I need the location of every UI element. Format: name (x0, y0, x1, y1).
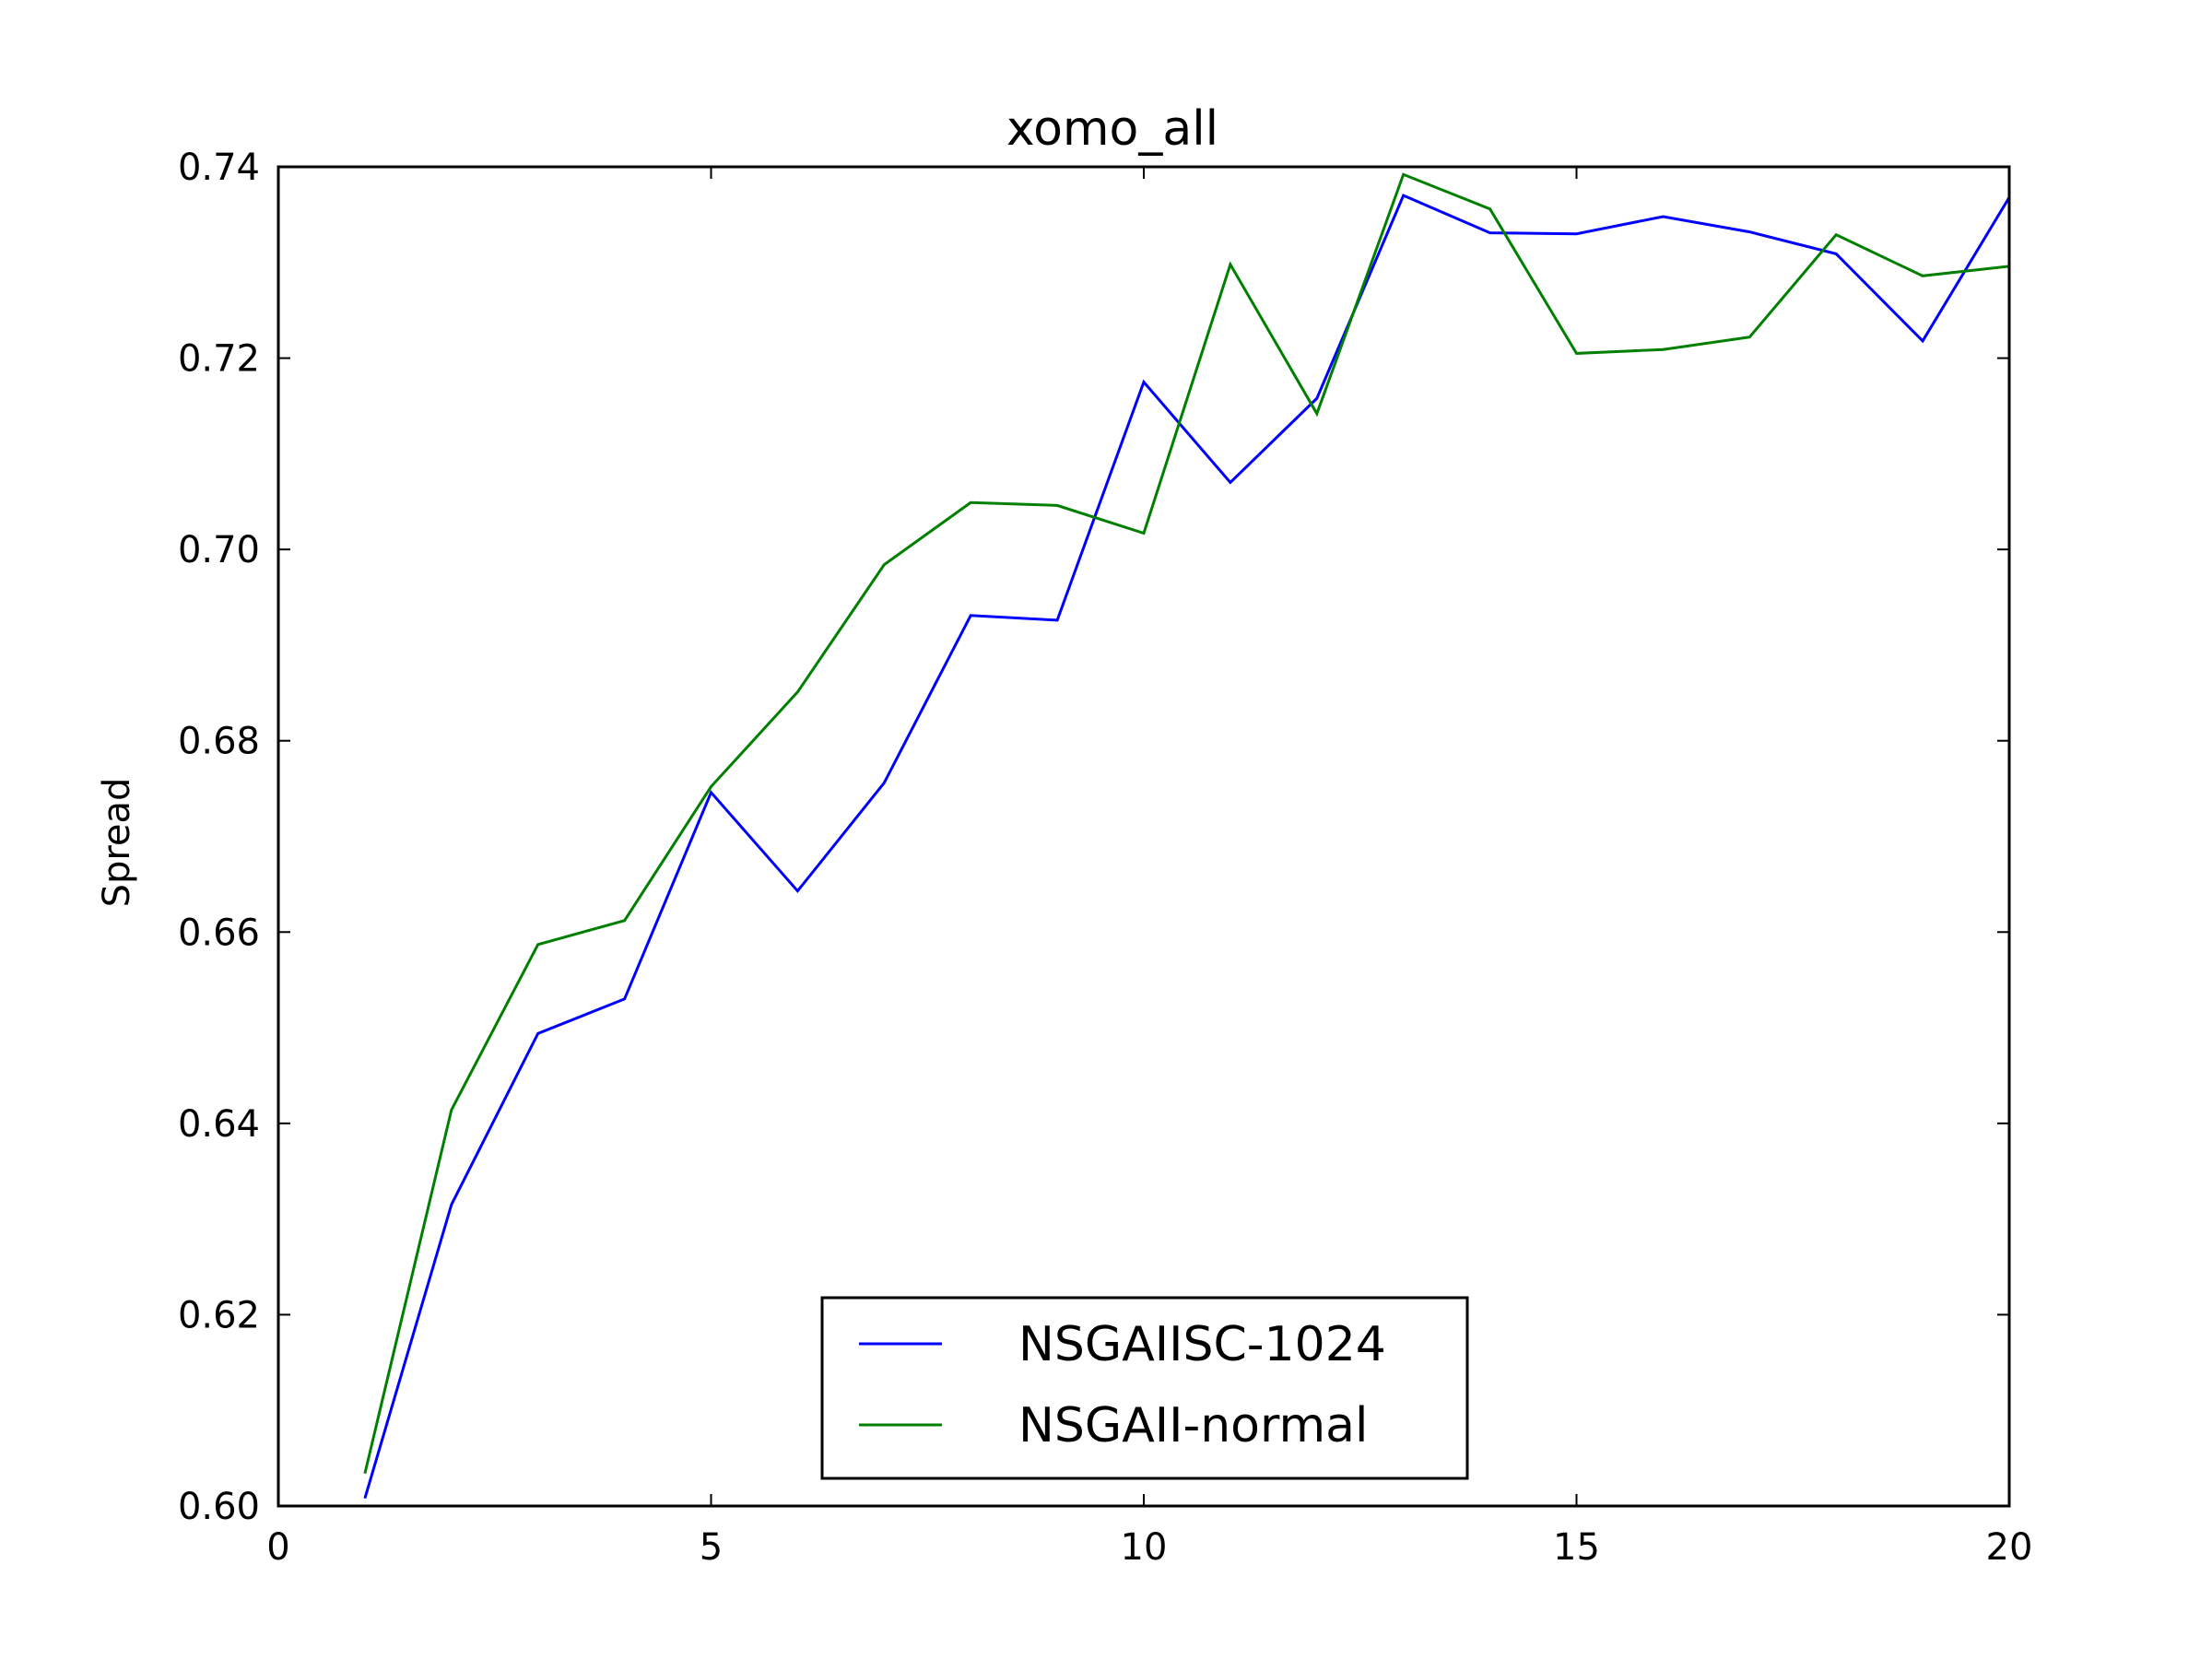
x-tick-label: 20 (1986, 1526, 2033, 1569)
y-axis-label: Spread (96, 778, 138, 908)
y-tick-label: 0.70 (178, 529, 260, 571)
axis-ticks: 0 5 10 15 20 0.60 0.62 0.64 0.66 0.68 0.70 0.72 0.74 (178, 147, 2033, 1569)
x-tick-label: 5 (700, 1526, 723, 1569)
series-line-1 (363, 194, 2011, 1500)
plot-frame (276, 165, 2011, 1508)
y-tick-label: 0.60 (178, 1486, 260, 1528)
x-tick-label: 10 (1121, 1526, 1168, 1569)
y-tick-label: 0.64 (178, 1103, 260, 1146)
series-line-2 (363, 172, 2010, 1475)
legend: NSGAIISC-1024 NSGAII-normal (820, 1296, 1469, 1480)
x-tick-label: 0 (266, 1526, 289, 1569)
series-lines (363, 172, 2011, 1500)
y-tick-label: 0.72 (178, 338, 260, 381)
y-tick-label: 0.62 (178, 1294, 260, 1336)
y-tick-label: 0.66 (178, 912, 260, 954)
chart-title: xomo_all (1006, 101, 1218, 157)
y-tick-label: 0.74 (178, 147, 260, 189)
legend-label: NSGAII-normal (1018, 1398, 1368, 1453)
y-tick-label: 0.68 (178, 721, 260, 763)
legend-box (820, 1296, 1469, 1480)
legend-label: NSGAIISC-1024 (1018, 1317, 1386, 1372)
x-tick-label: 15 (1553, 1526, 1600, 1569)
